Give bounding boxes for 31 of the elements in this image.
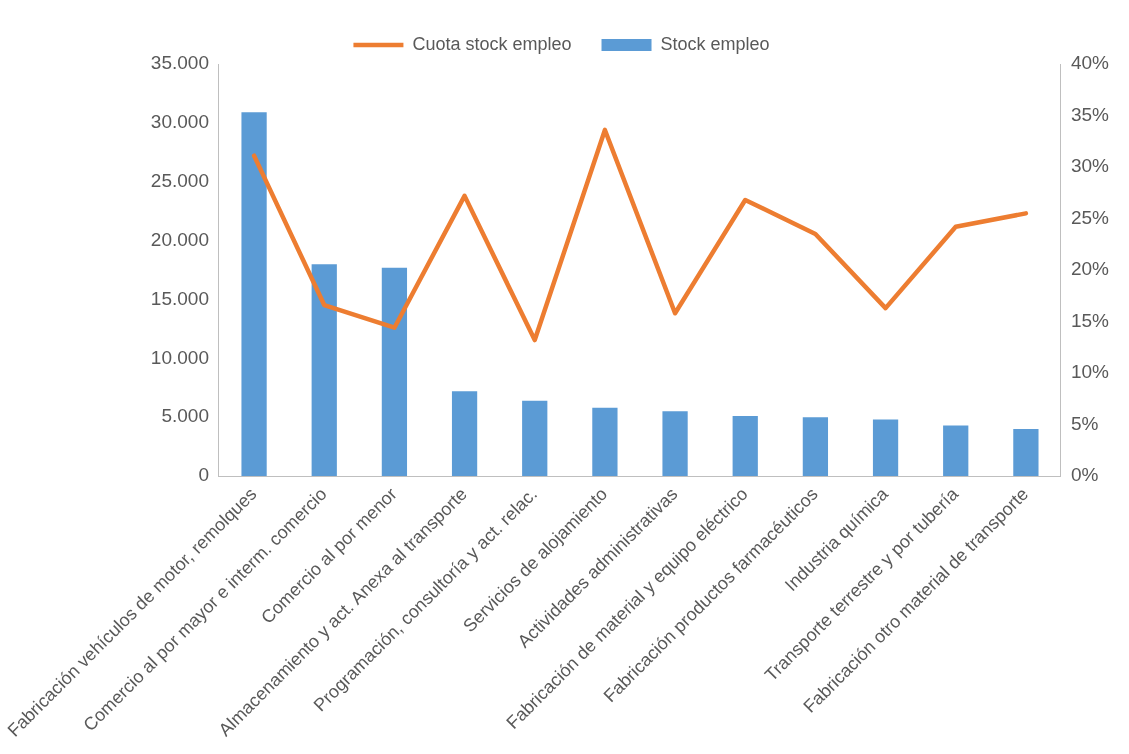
legend-label: Cuota stock empleo: [412, 33, 572, 54]
y2-tick-label: 30%: [1070, 155, 1110, 177]
bar: [872, 419, 899, 477]
y2-tick-label: 35%: [1070, 103, 1110, 125]
bar: [592, 407, 618, 477]
y-tick-label: 5.000: [161, 405, 209, 427]
bar: [522, 400, 548, 477]
y2-tick-label: 25%: [1070, 206, 1110, 228]
y-tick-label: 10.000: [150, 346, 209, 368]
bar: [241, 112, 267, 477]
y-tick-label: 20.000: [150, 228, 209, 250]
y2-tick-label: 40%: [1070, 52, 1110, 74]
y2-tick-label: 15%: [1070, 309, 1110, 331]
bar: [1013, 428, 1039, 477]
y2-tick-label: 20%: [1070, 258, 1110, 280]
y-tick-label: 0: [198, 464, 209, 486]
y2-tick-label: 10%: [1070, 361, 1110, 383]
bar: [662, 411, 688, 477]
y2-tick-label: 0%: [1070, 464, 1099, 486]
bar: [943, 425, 969, 477]
bar: [381, 267, 408, 477]
bar: [732, 416, 758, 477]
y-tick-label: 15.000: [150, 287, 209, 309]
legend-label: Stock empleo: [660, 33, 770, 54]
y-tick-label: 35.000: [150, 52, 209, 74]
y2-tick-label: 5%: [1070, 412, 1099, 434]
bar: [802, 417, 829, 477]
bar: [311, 264, 337, 477]
y-tick-label: 30.000: [150, 111, 209, 133]
y-tick-label: 25.000: [150, 169, 209, 191]
bar: [451, 391, 478, 477]
